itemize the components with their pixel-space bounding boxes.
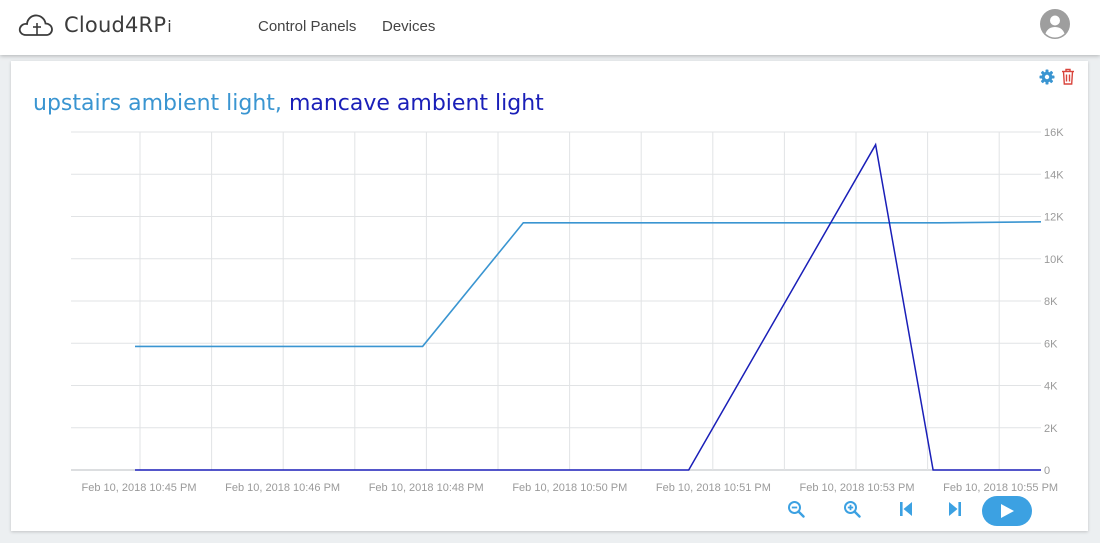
y-tick-label: 0 — [1044, 465, 1050, 477]
y-tick-label: 12K — [1044, 212, 1064, 224]
nav-devices[interactable]: Devices — [382, 18, 436, 35]
y-tick-label: 16K — [1044, 127, 1064, 139]
y-tick-label: 10K — [1044, 254, 1064, 266]
brand-suffix-text: i — [167, 17, 172, 36]
brand-logo[interactable]: Cloud4RPi — [18, 10, 172, 40]
gear-icon[interactable] — [1039, 69, 1055, 85]
line-chart: 0 2K 4K 6K 8K 10K 12K 14K 16K Feb 10, 2018 10:45 … — [71, 127, 1064, 494]
x-tick-label: Feb 10, 2018 10:51 PM — [656, 482, 771, 494]
y-tick-label: 8K — [1044, 296, 1058, 308]
user-avatar-icon[interactable] — [1040, 9, 1070, 39]
play-icon — [1001, 504, 1014, 518]
series-1-title: upstairs ambient light, — [33, 91, 282, 116]
x-tick-label: Feb 10, 2018 10:50 PM — [512, 482, 627, 494]
x-tick-label: Feb 10, 2018 10:48 PM — [369, 482, 484, 494]
panel-title: upstairs ambient light, mancave ambient … — [33, 91, 544, 116]
series-2-title: mancave ambient light — [288, 91, 544, 116]
cloud-logo-icon — [18, 14, 53, 36]
x-tick-label: Feb 10, 2018 10:55 PM — [943, 482, 1058, 494]
play-button[interactable] — [982, 496, 1032, 526]
chart-panel: upstairs ambient light, mancave ambient … — [11, 61, 1088, 531]
x-tick-label: Feb 10, 2018 10:53 PM — [800, 482, 915, 494]
series-line-2 — [135, 142, 1041, 471]
brand-main-text: Cloud4RP — [64, 13, 167, 37]
skip-back-icon[interactable] — [899, 501, 913, 517]
nav-control-panels[interactable]: Control Panels — [258, 18, 357, 35]
series-line-1 — [135, 221, 1042, 348]
zoom-in-icon[interactable] — [843, 500, 861, 518]
y-tick-label: 14K — [1044, 169, 1064, 181]
y-tick-label: 4K — [1044, 381, 1058, 393]
top-navigation-bar: Cloud4RPi Control Panels Devices — [0, 0, 1100, 55]
x-tick-label: Feb 10, 2018 10:46 PM — [225, 482, 340, 494]
skip-forward-icon[interactable] — [948, 501, 962, 517]
y-tick-label: 6K — [1044, 338, 1058, 350]
x-tick-label: Feb 10, 2018 10:45 PM — [82, 482, 197, 494]
zoom-out-icon[interactable] — [787, 500, 805, 518]
brand-name: Cloud4RPi — [64, 13, 172, 37]
y-tick-label: 2K — [1044, 423, 1058, 435]
trash-icon[interactable] — [1061, 68, 1075, 85]
